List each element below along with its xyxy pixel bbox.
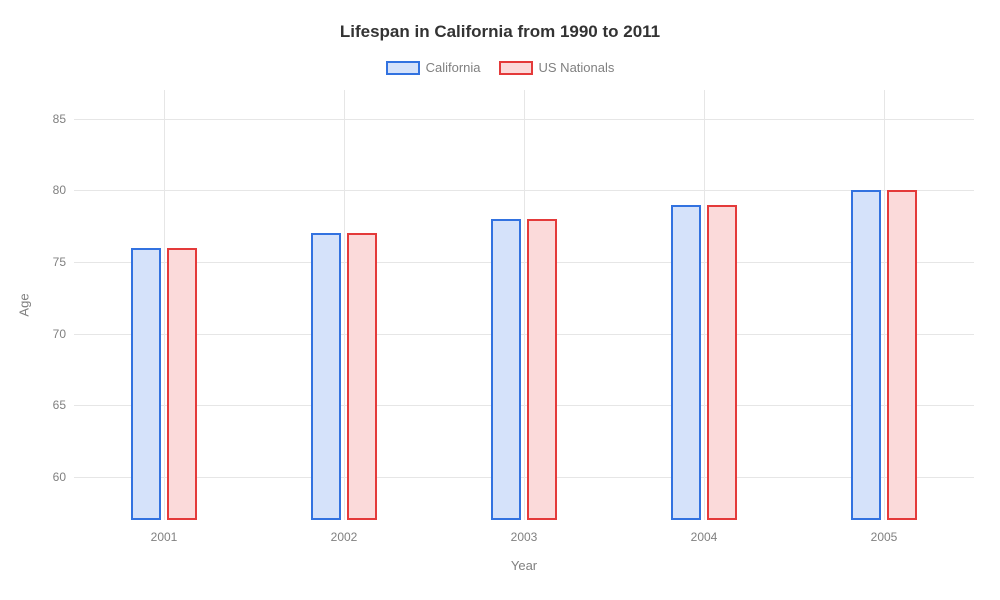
y-tick-label: 65 <box>53 398 74 412</box>
legend-swatch <box>499 61 533 75</box>
plot-area: 60657075808520012002200320042005 <box>74 90 974 520</box>
y-axis-title: Age <box>17 293 32 316</box>
bar <box>491 219 521 520</box>
legend: California US Nationals <box>0 60 1000 75</box>
legend-label: US Nationals <box>539 60 615 75</box>
x-axis-title: Year <box>511 558 537 573</box>
x-tick-label: 2002 <box>331 520 358 544</box>
bar <box>131 248 161 520</box>
y-tick-label: 60 <box>53 470 74 484</box>
x-tick-label: 2001 <box>151 520 178 544</box>
x-tick-label: 2005 <box>871 520 898 544</box>
bar <box>347 233 377 520</box>
bar <box>527 219 557 520</box>
x-tick-label: 2004 <box>691 520 718 544</box>
legend-item: US Nationals <box>499 60 615 75</box>
gridline-vertical <box>884 90 885 520</box>
y-tick-label: 80 <box>53 183 74 197</box>
bar <box>167 248 197 520</box>
bar <box>311 233 341 520</box>
y-tick-label: 75 <box>53 255 74 269</box>
bar <box>851 190 881 520</box>
gridline-vertical <box>704 90 705 520</box>
gridline-vertical <box>164 90 165 520</box>
gridline-vertical <box>344 90 345 520</box>
legend-label: California <box>426 60 481 75</box>
x-tick-label: 2003 <box>511 520 538 544</box>
legend-swatch <box>386 61 420 75</box>
legend-item: California <box>386 60 481 75</box>
bar <box>671 205 701 520</box>
y-tick-label: 85 <box>53 112 74 126</box>
y-tick-label: 70 <box>53 327 74 341</box>
chart-title: Lifespan in California from 1990 to 2011 <box>0 22 1000 42</box>
bar <box>707 205 737 520</box>
gridline-vertical <box>524 90 525 520</box>
bar <box>887 190 917 520</box>
